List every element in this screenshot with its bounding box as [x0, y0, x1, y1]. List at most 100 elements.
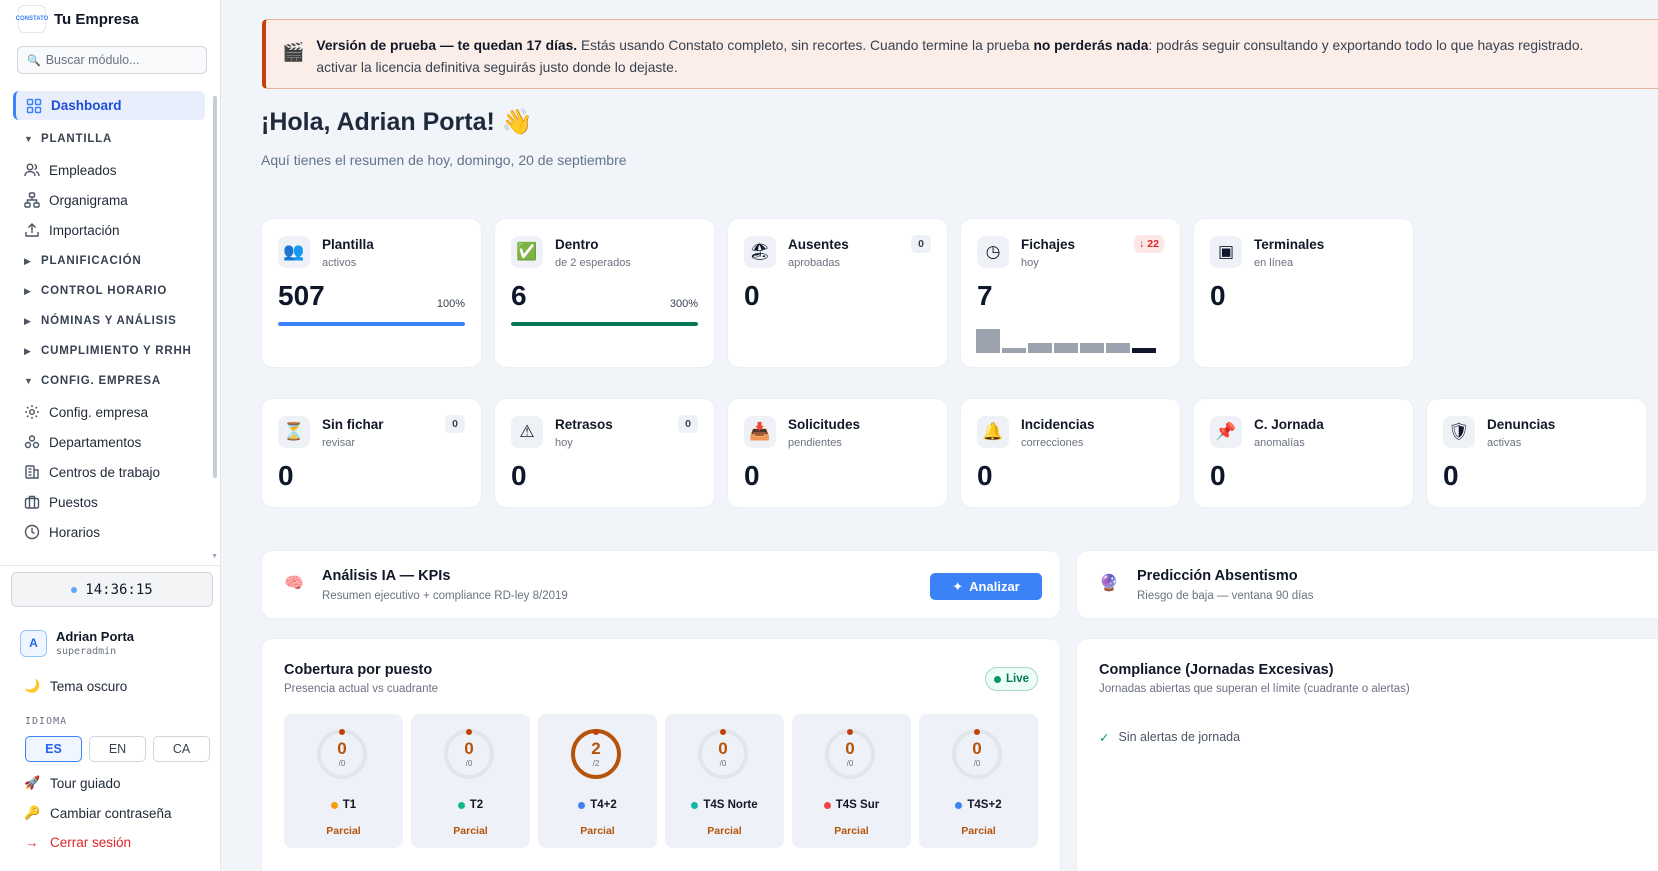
- section-cumplimiento[interactable]: ▶ CUMPLIMIENTO Y RRHH: [0, 335, 221, 367]
- section-plantilla[interactable]: ▼ PLANTILLA: [0, 123, 221, 155]
- stat-card-solicitudes[interactable]: 📥 Solicitudes pendientes 0: [727, 398, 948, 508]
- stat-title: Plantilla: [322, 237, 374, 252]
- dark-theme-toggle[interactable]: 🌙 Tema oscuro: [24, 678, 127, 694]
- sidebar-item-departamentos[interactable]: Departamentos: [0, 427, 221, 457]
- stat-value: 0: [744, 460, 760, 491]
- trial-banner-text: Versión de prueba — te quedan 17 días. E…: [316, 38, 1584, 75]
- clapperboard-icon: 🎬: [282, 42, 305, 62]
- scroll-down-icon[interactable]: ▼: [211, 553, 218, 560]
- clock-dot-icon: [71, 586, 78, 593]
- coverage-tile-t4s-sur[interactable]: 0/0 T4S Sur Parcial: [792, 714, 911, 848]
- coverage-shift-name: T1: [284, 799, 403, 811]
- avatar: A: [20, 629, 47, 657]
- sidebar-item-config-empresa[interactable]: Config. empresa: [0, 397, 221, 427]
- section-control-horario[interactable]: ▶ CONTROL HORARIO: [0, 275, 221, 307]
- stat-card-terminales[interactable]: ▣ Terminales en línea 0: [1193, 218, 1414, 368]
- sidebar: CONSTATO Tu Empresa 🔍 Buscar módulo... D…: [0, 0, 221, 871]
- coverage-status: Parcial: [834, 825, 869, 837]
- stat-title: Denuncias: [1487, 417, 1556, 432]
- coverage-tile-t1[interactable]: 0/0 T1 Parcial: [284, 714, 403, 848]
- page-subtitle: Aquí tienes el resumen de hoy, domingo, …: [261, 152, 627, 168]
- coverage-expected: /0: [719, 759, 727, 768]
- stat-progress-bar: [278, 322, 465, 326]
- absenteeism-prediction-card[interactable]: 🔮 Predicción Absentismo Riesgo de baja —…: [1076, 550, 1658, 619]
- ring-marker-icon: [974, 729, 980, 735]
- stat-title: Dentro: [555, 237, 599, 252]
- stat-badge: 0: [678, 415, 698, 433]
- section-label: CUMPLIMIENTO Y RRHH: [41, 345, 192, 357]
- page-title: ¡Hola, Adrian Porta! 👋: [261, 108, 533, 136]
- stat-card-fichajes[interactable]: ◷ Fichajes hoy 7 ↓ 22: [960, 218, 1181, 368]
- sidebar-item-label: Centros de trabajo: [49, 464, 161, 480]
- stat-card-denuncias[interactable]: 🛡 Denuncias activas 0: [1426, 398, 1647, 508]
- sidebar-item-puestos[interactable]: Puestos: [0, 487, 221, 517]
- section-nominas[interactable]: ▶ NÓMINAS Y ANÁLISIS: [0, 305, 221, 337]
- section-label: PLANTILLA: [41, 133, 113, 145]
- stat-value: 0: [1210, 280, 1226, 311]
- user-profile[interactable]: A Adrian Porta superadmin: [20, 629, 134, 657]
- coverage-count: 0: [337, 739, 347, 758]
- stat-card-retrasos[interactable]: ⚠ Retrasos hoy 0 0: [494, 398, 715, 508]
- triangle-down-icon: ▼: [24, 376, 34, 386]
- ring-marker-icon: [339, 729, 345, 735]
- search-input[interactable]: 🔍 Buscar módulo...: [17, 46, 207, 74]
- sidebar-item-importacion[interactable]: Importación: [0, 215, 221, 245]
- sidebar-item-dashboard[interactable]: Dashboard: [13, 91, 205, 120]
- org-chart-icon: [24, 192, 40, 208]
- ai-analysis-card: 🧠 Análisis IA — KPIs Resumen ejecutivo +…: [261, 550, 1061, 619]
- shift-color-dot-icon: [578, 801, 586, 809]
- coverage-tile-t4-2[interactable]: 2/2 T4+2 Parcial: [538, 714, 657, 848]
- triangle-right-icon: ▶: [24, 345, 32, 356]
- logout-link[interactable]: → Cerrar sesión: [24, 835, 132, 850]
- lang-en-button[interactable]: EN: [89, 736, 146, 762]
- coverage-tile-t2[interactable]: 0/0 T2 Parcial: [411, 714, 530, 848]
- analyze-button[interactable]: ✦ Analizar: [930, 573, 1042, 600]
- sidebar-item-horarios[interactable]: Horarios: [0, 517, 221, 547]
- shift-color-dot-icon: [330, 801, 338, 809]
- stat-icon: 👥: [278, 236, 310, 268]
- coverage-tile-t4s-norte[interactable]: 0/0 T4S Norte Parcial: [665, 714, 784, 848]
- shift-color-dot-icon: [955, 801, 963, 809]
- coverage-tile-t4s-2[interactable]: 0/0 T4S+2 Parcial: [919, 714, 1038, 848]
- stat-card-ausentes[interactable]: 🏖 Ausentes aprobadas 0 0: [727, 218, 948, 368]
- lang-ca-button[interactable]: CA: [153, 736, 210, 762]
- stat-icon: 📌: [1210, 416, 1242, 448]
- section-planificacion[interactable]: ▶ PLANIFICACIÓN: [0, 245, 221, 277]
- shift-label: T4+2: [590, 799, 617, 811]
- stat-card-plantilla[interactable]: 👥 Plantilla activos 507 100%: [261, 218, 482, 368]
- stat-card-dentro[interactable]: ✅ Dentro de 2 esperados 6 300%: [494, 218, 715, 368]
- stat-badge: 0: [445, 415, 465, 433]
- lang-es-button[interactable]: ES: [25, 736, 82, 762]
- sidebar-item-organigrama[interactable]: Organigrama: [0, 185, 221, 215]
- stat-value: 0: [1210, 460, 1226, 491]
- sidebar-item-centros[interactable]: Centros de trabajo: [0, 457, 221, 487]
- stat-card-c-jornada[interactable]: 📌 C. Jornada anomalías 0: [1193, 398, 1414, 508]
- check-icon: ✓: [1099, 731, 1110, 745]
- sparkline-bar: [1002, 348, 1026, 353]
- coverage-subtitle: Presencia actual vs cuadrante: [284, 683, 439, 695]
- stat-subtitle: aprobadas: [788, 257, 840, 269]
- stat-card-sin-fichar[interactable]: ⏳ Sin fichar revisar 0 0: [261, 398, 482, 508]
- live-badge: Live: [984, 667, 1038, 691]
- change-password-link[interactable]: 🔑 Cambiar contraseña: [24, 805, 172, 821]
- stat-icon: 🛡: [1443, 416, 1475, 448]
- search-placeholder: Buscar módulo...: [45, 53, 140, 67]
- coverage-ring: 0/0: [952, 729, 1002, 779]
- coverage-card: Cobertura por puesto Presencia actual vs…: [261, 638, 1061, 871]
- clock-icon: [24, 524, 40, 540]
- sidebar-item-empleados[interactable]: Empleados: [0, 155, 221, 185]
- stat-progress-fill: [511, 322, 698, 326]
- stat-card-incidencias[interactable]: 🔔 Incidencias correcciones 0: [960, 398, 1181, 508]
- shift-color-dot-icon: [823, 801, 831, 809]
- brand[interactable]: CONSTATO Tu Empresa: [0, 0, 220, 38]
- sidebar-item-label: Organigrama: [49, 192, 128, 208]
- coverage-ring: 0/0: [825, 729, 875, 779]
- sidebar-scrollbar[interactable]: [213, 96, 217, 478]
- ring-marker-icon: [847, 729, 853, 735]
- stat-title: Fichajes: [1021, 237, 1076, 252]
- stat-progress-bar: [511, 322, 698, 326]
- coverage-ring: 0/0: [317, 729, 367, 779]
- section-config[interactable]: ▼ CONFIG. EMPRESA: [0, 365, 221, 397]
- coverage-status: Parcial: [326, 825, 361, 837]
- tour-link[interactable]: 🚀 Tour guiado: [24, 775, 121, 791]
